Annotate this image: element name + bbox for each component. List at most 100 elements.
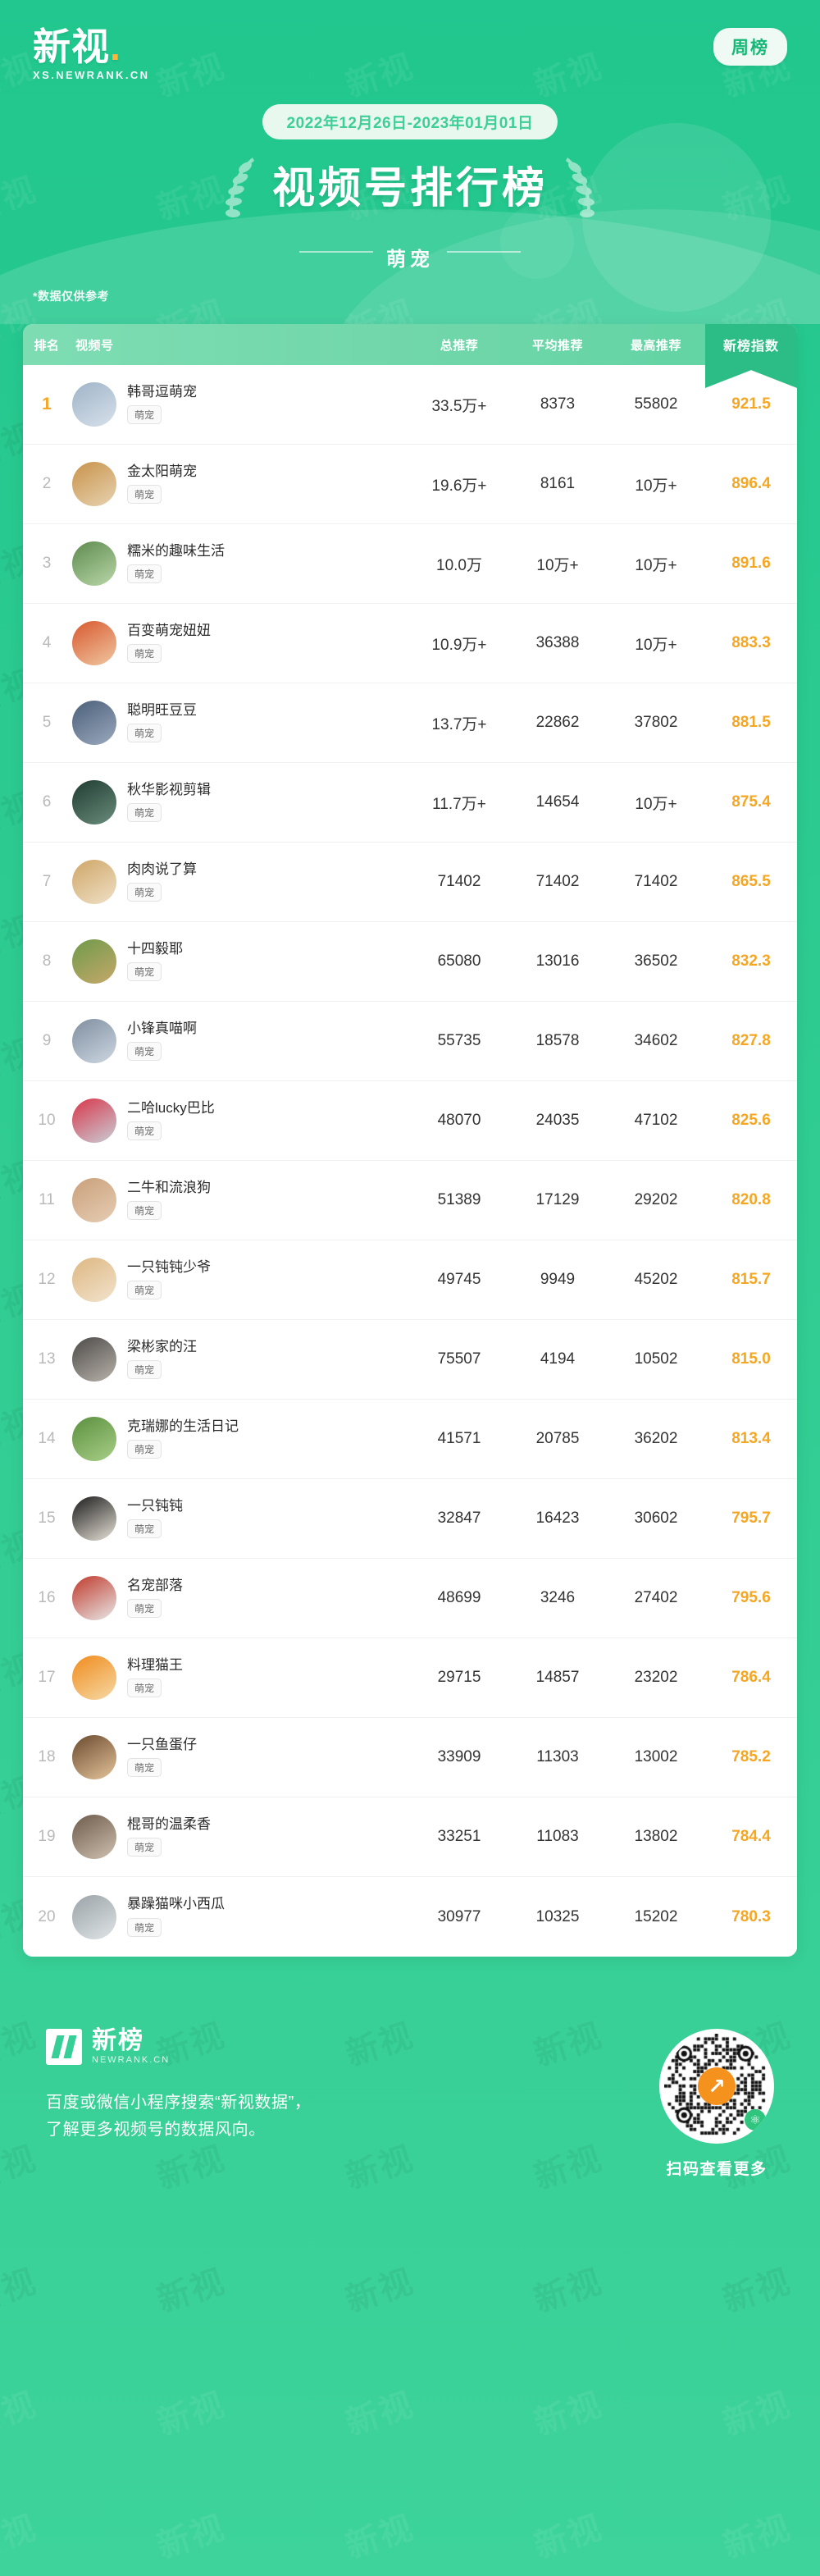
account-cell[interactable]: 十四毅耶 萌宠 [71,939,410,984]
account-cell[interactable]: 名宠部落 萌宠 [71,1576,410,1620]
avatar [72,382,116,427]
rank-number: 20 [38,1907,56,1925]
average-recommend-value: 20785 [535,1430,580,1447]
avatar [72,1178,116,1222]
qr-code[interactable]: ↗ ⚛ [659,2029,774,2144]
account-name: 小锋真喵啊 [127,1020,197,1036]
account-cell[interactable]: 百变萌宠妞妞 萌宠 [71,621,410,665]
table-row[interactable]: 6 秋华影视剪辑 萌宠 11.7万+ 14654 10万+ 875.4 [23,763,797,843]
account-category-tag: 萌宠 [127,564,162,584]
table-row[interactable]: 7 肉肉说了算 萌宠 71402 71402 71402 865.5 [23,843,797,922]
average-recommend-value: 3246 [540,1589,576,1606]
total-recommend-value: 33.5万+ [431,397,487,415]
account-cell[interactable]: 肉肉说了算 萌宠 [71,860,410,904]
column-header-average: 平均推荐 [531,338,583,353]
watermark-text: 新视 [0,2509,41,2565]
table-row[interactable]: 3 糯米的趣味生活 萌宠 10.0万 10万+ 10万+ 891.6 [23,524,797,604]
table-row[interactable]: 8 十四毅耶 萌宠 65080 13016 36502 832.3 [23,922,797,1002]
rank-number: 6 [42,793,52,811]
account-name: 十四毅耶 [127,940,183,957]
table-row[interactable]: 13 梁彬家的汪 萌宠 75507 4194 10502 815.0 [23,1320,797,1400]
account-cell[interactable]: 暴躁猫咪小西瓜 萌宠 [71,1894,410,1939]
account-cell[interactable]: 小锋真喵啊 萌宠 [71,1019,410,1063]
max-recommend-value: 34602 [634,1032,678,1049]
max-recommend-value: 30602 [634,1510,678,1527]
footer-tagline-line2: 了解更多视频号的数据风向。 [46,2121,266,2139]
account-category-tag: 萌宠 [127,1917,162,1937]
table-row[interactable]: 16 名宠部落 萌宠 48699 3246 27402 795.6 [23,1559,797,1638]
watermark-text: 新视 [0,2263,41,2319]
page-header: 新视. XS.NEWRANK.CN 周榜 2022年12月26日-2023年01… [0,0,820,324]
table-row[interactable]: 1 韩哥逗萌宠 萌宠 33.5万+ 8373 55802 921.5 [23,365,797,445]
account-name: 梁彬家的汪 [127,1338,197,1354]
avatar [72,1576,116,1620]
laurel-right-icon [566,158,594,218]
account-cell[interactable]: 梁彬家的汪 萌宠 [71,1337,410,1382]
table-row[interactable]: 14 克瑞娜的生活日记 萌宠 41571 20785 36202 813.4 [23,1400,797,1479]
laurel-left-icon [225,158,254,218]
table-row[interactable]: 12 一只钝钝少爷 萌宠 49745 9949 45202 815.7 [23,1240,797,1320]
avatar [72,1258,116,1302]
account-cell[interactable]: 金太阳萌宠 萌宠 [71,462,410,506]
rank-number: 3 [42,555,52,572]
account-name: 棍哥的温柔香 [127,1816,211,1832]
qr-center-logo: ↗ [698,2067,736,2105]
column-header-max: 最高推荐 [630,338,681,353]
table-row[interactable]: 4 百变萌宠妞妞 萌宠 10.9万+ 36388 10万+ 883.3 [23,604,797,683]
column-header-rank: 排名 [34,338,60,353]
account-cell[interactable]: 克瑞娜的生活日记 萌宠 [71,1417,410,1461]
account-text: 克瑞娜的生活日记 萌宠 [127,1418,239,1459]
watermark-text: 新视 [341,2263,418,2319]
rank-number: 5 [42,714,52,731]
table-row[interactable]: 17 料理猫王 萌宠 29715 14857 23202 786.4 [23,1638,797,1718]
table-row[interactable]: 5 聪明旺豆豆 萌宠 13.7万+ 22862 37802 881.5 [23,683,797,763]
account-cell[interactable]: 秋华影视剪辑 萌宠 [71,780,410,824]
account-cell[interactable]: 韩哥逗萌宠 萌宠 [71,382,410,427]
watermark-text: 新视 [718,2509,795,2565]
account-cell[interactable]: 料理猫王 萌宠 [71,1656,410,1700]
avatar [72,621,116,665]
avatar [72,939,116,984]
account-category-tag: 萌宠 [127,1440,162,1459]
account-category-tag: 萌宠 [127,485,162,505]
table-row[interactable]: 20 暴躁猫咪小西瓜 萌宠 30977 10325 15202 780.3 [23,1877,797,1957]
account-cell[interactable]: 二牛和流浪狗 萌宠 [71,1178,410,1222]
divider-left [299,250,373,253]
account-text: 一只鱼蛋仔 萌宠 [127,1737,197,1778]
max-recommend-value: 71402 [634,873,678,890]
table-header: 排名 视频号 总推荐 平均推荐 最高推荐 新榜指数 [23,324,797,388]
watermark-text: 新视 [530,2386,607,2442]
total-recommend-value: 19.6万+ [431,477,487,495]
account-name: 百变萌宠妞妞 [127,622,211,638]
rank-number: 1 [42,395,52,413]
table-row[interactable]: 18 一只鱼蛋仔 萌宠 33909 11303 13002 785.2 [23,1718,797,1797]
account-cell[interactable]: 一只鱼蛋仔 萌宠 [71,1735,410,1779]
account-cell[interactable]: 棍哥的温柔香 萌宠 [71,1815,410,1859]
newrank-index-value: 825.6 [731,1112,771,1129]
average-recommend-value: 11083 [536,1828,579,1845]
account-cell[interactable]: 一只钝钝少爷 萌宠 [71,1258,410,1302]
table-row[interactable]: 15 一只钝钝 萌宠 32847 16423 30602 795.7 [23,1479,797,1559]
total-recommend-value: 49745 [437,1271,481,1288]
column-header-total: 总推荐 [440,338,479,353]
table-row[interactable]: 2 金太阳萌宠 萌宠 19.6万+ 8161 10万+ 896.4 [23,445,797,524]
total-recommend-value: 71402 [437,873,481,890]
avatar [72,462,116,506]
account-cell[interactable]: 二哈lucky巴比 萌宠 [71,1098,410,1143]
divider-right [447,250,521,253]
account-cell[interactable]: 糯米的趣味生活 萌宠 [71,541,410,586]
account-category-tag: 萌宠 [127,1838,162,1857]
watermark-text: 新视 [153,2263,230,2319]
account-text: 二牛和流浪狗 萌宠 [127,1180,211,1221]
account-cell[interactable]: 聪明旺豆豆 萌宠 [71,701,410,745]
watermark-text: 新视 [153,2386,230,2442]
table-row[interactable]: 19 棍哥的温柔香 萌宠 33251 11083 13802 784.4 [23,1797,797,1877]
account-category-tag: 萌宠 [127,644,162,664]
table-row[interactable]: 10 二哈lucky巴比 萌宠 48070 24035 47102 825.6 [23,1081,797,1161]
rank-number: 18 [38,1748,56,1765]
account-cell[interactable]: 一只钝钝 萌宠 [71,1496,410,1541]
table-row[interactable]: 11 二牛和流浪狗 萌宠 51389 17129 29202 820.8 [23,1161,797,1240]
account-category-tag: 萌宠 [127,962,162,982]
account-category-tag: 萌宠 [127,1121,162,1141]
table-row[interactable]: 9 小锋真喵啊 萌宠 55735 18578 34602 827.8 [23,1002,797,1081]
